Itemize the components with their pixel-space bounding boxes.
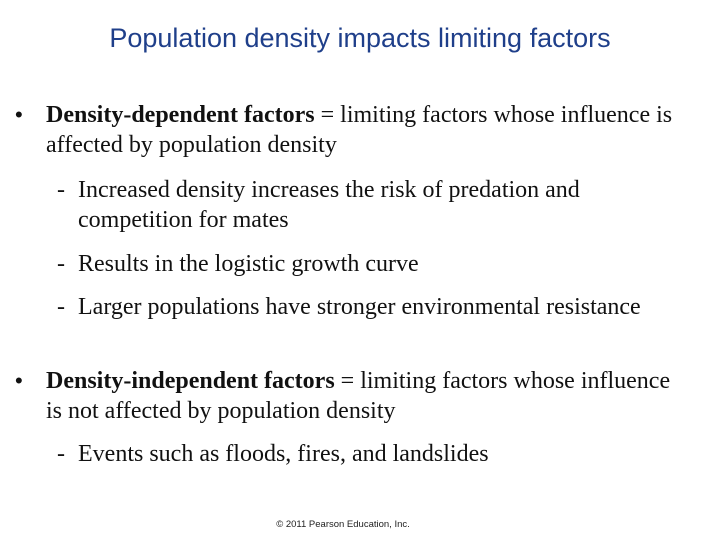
bullet-density-independent: • Density-independent factors = limiting… — [15, 366, 686, 426]
bullet-definition: = limiting factors whose influence is af… — [46, 102, 673, 158]
subpoint-natural-events: - Events such as floods, fires, and land… — [57, 439, 698, 469]
copyright-footer: © 2011 Pearson Education, Inc. — [276, 519, 410, 530]
subpoint-text: Increased density increases the risk of … — [78, 177, 580, 233]
subpoint-text: Events such as floods, fires, and landsl… — [78, 441, 489, 467]
subpoint-text: Results in the logistic growth curve — [78, 251, 419, 277]
bullet-marker: • — [15, 368, 23, 393]
subpoint-logistic-growth: - Results in the logistic growth curve — [57, 249, 698, 279]
subpoint-marker: - — [57, 251, 65, 277]
bullet-term: Density-independent factors — [46, 368, 335, 394]
bullet-density-dependent: • Density-dependent factors = limiting f… — [15, 100, 686, 160]
subpoint-text: Larger populations have stronger environ… — [78, 294, 641, 320]
subpoint-environmental-resistance: - Larger populations have stronger envir… — [57, 292, 698, 322]
subpoint-marker: - — [57, 177, 65, 203]
slide-title: Population density impacts limiting fact… — [109, 23, 611, 53]
subpoint-marker: - — [57, 294, 65, 320]
subpoint-marker: - — [57, 441, 65, 467]
bullet-definition: = limiting factors whose influence is no… — [46, 368, 671, 424]
bullet-marker: • — [15, 102, 23, 127]
subpoint-predation-competition: - Increased density increases the risk o… — [57, 175, 698, 235]
bullet-term: Density-dependent factors — [46, 102, 315, 128]
